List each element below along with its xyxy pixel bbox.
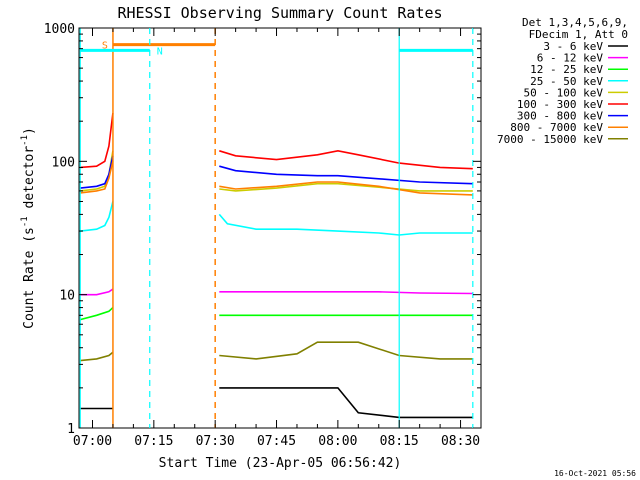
x-tick-label: 07:45	[257, 434, 296, 449]
y-axis-label-mid: detector	[22, 146, 37, 217]
series-line	[80, 288, 114, 296]
x-tick-label: 08:00	[318, 434, 357, 449]
series-line	[80, 201, 114, 232]
series-line	[219, 290, 473, 295]
night-label: N	[157, 46, 163, 57]
saa-label: S	[102, 41, 108, 52]
x-axis-label: Start Time (23-Apr-05 06:56:42)	[159, 456, 402, 471]
series-1	[80, 288, 473, 296]
series-line	[219, 149, 473, 170]
series-line	[219, 341, 473, 360]
series-0	[80, 387, 473, 419]
series-line	[219, 181, 473, 196]
series-line	[218, 213, 473, 236]
series-line	[80, 150, 114, 192]
plot-frame	[78, 27, 482, 429]
x-tick-label: 07:00	[73, 434, 112, 449]
y-axis-label-sup2: -1	[20, 135, 30, 146]
legend-entry: 100 - 300 keV	[517, 98, 603, 111]
series-3	[80, 201, 473, 236]
legend-header-1: Det 1,3,4,5,6,9,	[522, 16, 628, 29]
y-tick-label: 1	[67, 422, 75, 437]
y-axis-ticks: 1 10 100 1000	[44, 22, 481, 437]
series-6	[80, 155, 473, 189]
x-tick-label: 07:15	[134, 434, 173, 449]
x-tick-label: 07:30	[196, 434, 235, 449]
y-axis-label: Count Rate (s-1 detector-1)	[20, 127, 37, 329]
series-line	[80, 113, 114, 169]
legend-entry: 800 - 7000 keV	[510, 121, 603, 134]
series-line	[80, 155, 114, 189]
annotation-layer: SN	[79, 28, 474, 428]
x-tick-label: 08:15	[380, 434, 419, 449]
series-4	[80, 150, 473, 192]
legend-entry: 50 - 100 keV	[524, 86, 604, 99]
series-2	[79, 307, 473, 321]
series-line	[79, 307, 114, 321]
series-7	[80, 161, 473, 196]
x-tick-label: 08:30	[441, 434, 480, 449]
y-tick-label: 10	[59, 289, 75, 304]
series-5	[80, 113, 473, 170]
legend-header-2: FDecim 1, Att 0	[529, 28, 628, 41]
x-axis-ticks: 07:00 07:15 07:30 07:45 08:00 08:15 08:30	[73, 28, 482, 449]
series-line	[80, 351, 114, 362]
chart-title: RHESSI Observing Summary Count Rates	[117, 4, 442, 22]
series-line	[219, 387, 473, 419]
legend-entry: 6 - 12 keV	[537, 52, 604, 65]
y-tick-label: 1000	[44, 22, 75, 37]
legend-entry: 7000 - 15000 keV	[497, 133, 603, 146]
series-line	[80, 161, 114, 194]
y-axis-label-end: )	[22, 127, 37, 135]
y-tick-label: 100	[52, 155, 75, 170]
legend: Det 1,3,4,5,6,9, FDecim 1, Att 0 3 - 6 k…	[497, 16, 628, 146]
series-layer	[79, 113, 473, 419]
y-axis-label-main: Count Rate (s	[22, 227, 37, 329]
legend-entry: 3 - 6 keV	[543, 40, 603, 53]
legend-entry: 12 - 25 keV	[530, 63, 603, 76]
legend-entry: 25 - 50 keV	[530, 75, 603, 88]
y-axis-label-sup1: -1	[20, 216, 30, 227]
series-line	[219, 182, 473, 192]
legend-entry: 300 - 800 keV	[517, 110, 603, 123]
footer-timestamp: 16-Oct-2021 05:56	[554, 469, 636, 478]
series-8	[80, 341, 473, 362]
series-line	[219, 165, 473, 185]
